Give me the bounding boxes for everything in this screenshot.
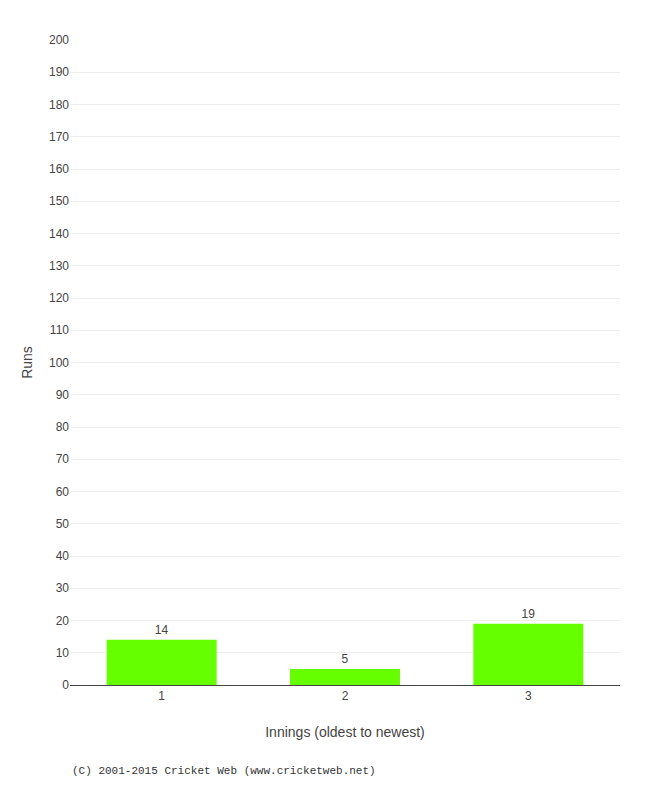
svg-text:80: 80 [56, 420, 70, 434]
svg-text:90: 90 [56, 388, 70, 402]
svg-text:30: 30 [56, 581, 70, 595]
svg-text:14: 14 [155, 623, 169, 637]
svg-text:20: 20 [56, 614, 70, 628]
svg-text:3: 3 [525, 689, 532, 703]
svg-text:19: 19 [521, 607, 535, 621]
svg-text:5: 5 [342, 652, 349, 666]
svg-text:100: 100 [49, 356, 69, 370]
svg-text:1: 1 [158, 689, 165, 703]
svg-text:60: 60 [56, 485, 70, 499]
svg-text:50: 50 [56, 517, 70, 531]
svg-text:(C) 2001-2015 Cricket Web (www: (C) 2001-2015 Cricket Web (www.cricketwe… [72, 765, 376, 777]
svg-text:130: 130 [49, 259, 69, 273]
svg-text:110: 110 [50, 323, 69, 337]
svg-text:120: 120 [49, 291, 69, 305]
svg-text:70: 70 [56, 452, 70, 466]
svg-text:200: 200 [49, 33, 69, 47]
svg-text:150: 150 [49, 194, 69, 208]
svg-text:Innings (oldest to newest): Innings (oldest to newest) [265, 724, 425, 740]
svg-text:160: 160 [49, 162, 69, 176]
svg-text:180: 180 [49, 98, 69, 112]
svg-text:0: 0 [62, 678, 69, 692]
svg-text:190: 190 [49, 65, 69, 79]
svg-text:40: 40 [56, 549, 70, 563]
svg-text:140: 140 [49, 227, 69, 241]
svg-text:2: 2 [342, 689, 349, 703]
svg-text:10: 10 [56, 646, 70, 660]
svg-text:170: 170 [49, 130, 69, 144]
svg-text:Runs: Runs [19, 346, 35, 379]
